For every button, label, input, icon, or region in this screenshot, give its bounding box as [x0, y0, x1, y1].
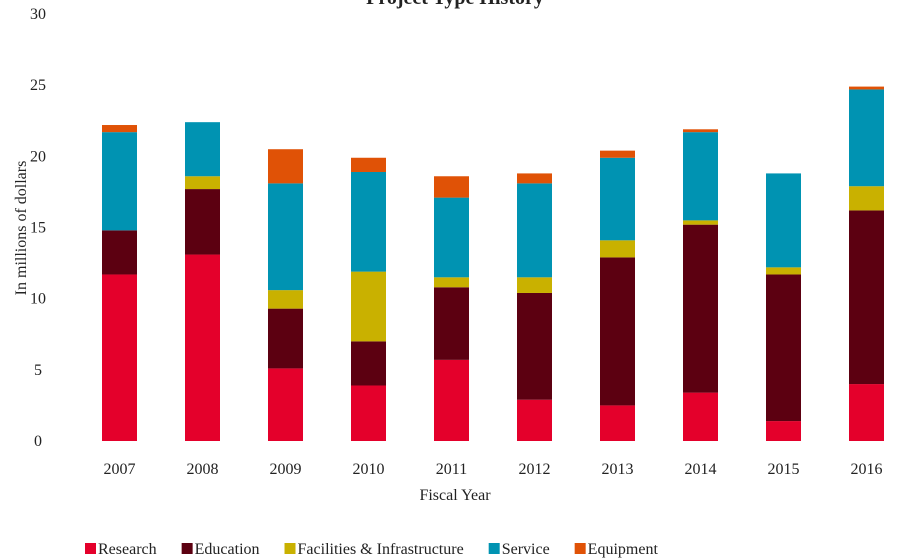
bar-segment	[517, 173, 552, 184]
x-tick-label: 2012	[519, 461, 551, 478]
x-tick-label: 2010	[353, 461, 385, 478]
bar-segment	[268, 308, 303, 369]
bar-segment	[766, 267, 801, 275]
bar-segment	[268, 183, 303, 291]
y-tick-label: 25	[30, 77, 46, 94]
y-tick-label: 20	[30, 148, 46, 165]
bar-segment	[849, 86, 884, 90]
bar-segment	[434, 197, 469, 278]
legend-swatch	[574, 543, 586, 554]
bar-segment	[268, 290, 303, 309]
legend-swatch	[488, 543, 500, 554]
bar-segment	[185, 122, 220, 177]
bar-segment	[600, 240, 635, 258]
bar-segment	[268, 368, 303, 441]
legend-label: Facilities & Infrastructure	[298, 541, 464, 558]
bar-segment	[766, 274, 801, 422]
bar-segment	[102, 125, 137, 133]
y-tick-label: 10	[30, 291, 46, 308]
bar-segment	[600, 157, 635, 241]
bar-segment	[434, 359, 469, 441]
bar-segment	[102, 230, 137, 275]
bar-segment	[600, 405, 635, 441]
bar-segment	[849, 384, 884, 441]
bar-segment	[766, 173, 801, 268]
bar-segment	[185, 254, 220, 441]
legend-label: Equipment	[588, 541, 659, 558]
bar-segment	[185, 176, 220, 190]
bar-segment	[268, 149, 303, 184]
legend-swatch	[85, 543, 96, 554]
bar-segment	[849, 210, 884, 385]
bar-segment	[102, 132, 137, 231]
y-tick-label: 5	[34, 362, 42, 379]
chart-title: Project Type History	[366, 0, 544, 9]
x-tick-label: 2009	[270, 461, 302, 478]
bar-segment	[517, 292, 552, 400]
bar-segment	[600, 150, 635, 158]
bar-segment	[683, 220, 718, 225]
bar-segment	[517, 277, 552, 293]
bar-segment	[351, 271, 386, 342]
bar-segment	[351, 385, 386, 441]
y-axis-title: In millions of dollars	[13, 161, 30, 296]
legend-label: Service	[502, 541, 550, 558]
bar-segment	[102, 274, 137, 441]
x-tick-label: 2014	[685, 461, 717, 478]
bar-segment	[766, 421, 801, 441]
y-tick-label: 0	[34, 433, 42, 450]
bar-segment	[434, 277, 469, 288]
x-tick-label: 2016	[851, 461, 883, 478]
bar-segment	[351, 341, 386, 386]
x-tick-label: 2013	[602, 461, 634, 478]
bar-segment	[517, 183, 552, 278]
bar-segment	[351, 171, 386, 272]
bar-segment	[683, 224, 718, 393]
y-tick-label: 30	[30, 6, 46, 23]
bar-segment	[517, 399, 552, 441]
bar-segment	[849, 186, 884, 211]
x-tick-label: 2008	[187, 461, 219, 478]
bar-segment	[351, 157, 386, 172]
legend-label: Education	[195, 541, 260, 558]
x-tick-label: 2015	[768, 461, 800, 478]
legend-swatch	[181, 543, 193, 554]
legend-label: Research	[98, 541, 157, 558]
bar-segment	[434, 287, 469, 360]
x-axis-title: Fiscal Year	[419, 487, 491, 504]
bar-segment	[600, 257, 635, 406]
y-tick-label: 15	[30, 220, 46, 237]
bar-segment	[849, 89, 884, 187]
x-tick-label: 2007	[104, 461, 136, 478]
bar-segment	[185, 189, 220, 255]
bar-segment	[683, 132, 718, 221]
bar-segment	[434, 176, 469, 198]
x-tick-label: 2011	[436, 461, 467, 478]
legend-swatch	[284, 543, 296, 554]
bar-segment	[683, 129, 718, 133]
bar-segment	[683, 392, 718, 441]
